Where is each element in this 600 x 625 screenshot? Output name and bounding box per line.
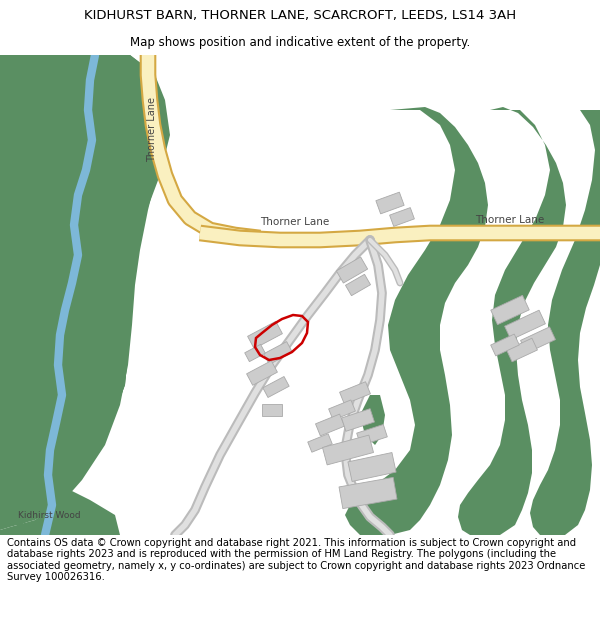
Polygon shape [458, 107, 566, 535]
Polygon shape [521, 327, 556, 353]
Polygon shape [339, 478, 397, 509]
Polygon shape [491, 296, 529, 324]
Polygon shape [345, 107, 488, 535]
Polygon shape [248, 321, 283, 349]
Polygon shape [360, 395, 385, 445]
Polygon shape [0, 445, 120, 535]
Polygon shape [389, 208, 415, 226]
Polygon shape [346, 274, 371, 296]
Text: Thorner Lane: Thorner Lane [475, 215, 545, 225]
Polygon shape [0, 55, 168, 530]
Polygon shape [340, 382, 370, 404]
Polygon shape [322, 435, 374, 465]
Polygon shape [264, 342, 292, 364]
Polygon shape [316, 414, 344, 436]
Text: Contains OS data © Crown copyright and database right 2021. This information is : Contains OS data © Crown copyright and d… [7, 538, 586, 582]
Polygon shape [0, 295, 130, 525]
Polygon shape [491, 334, 520, 356]
Text: KIDHURST BARN, THORNER LANE, SCARCROFT, LEEDS, LS14 3AH: KIDHURST BARN, THORNER LANE, SCARCROFT, … [84, 9, 516, 22]
Polygon shape [245, 344, 265, 362]
Polygon shape [506, 338, 538, 362]
Text: Map shows position and indicative extent of the property.: Map shows position and indicative extent… [130, 36, 470, 49]
Polygon shape [356, 424, 388, 446]
Polygon shape [247, 361, 277, 385]
Text: Thorner Lane: Thorner Lane [147, 98, 157, 162]
Polygon shape [337, 257, 368, 283]
Polygon shape [341, 409, 374, 431]
Polygon shape [329, 400, 355, 420]
Polygon shape [348, 452, 396, 481]
Text: Thorner Lane: Thorner Lane [260, 217, 329, 227]
Polygon shape [505, 310, 545, 340]
Polygon shape [262, 404, 282, 416]
Polygon shape [530, 110, 600, 535]
Text: Kidhirst Wood: Kidhirst Wood [18, 511, 80, 519]
Polygon shape [308, 434, 332, 452]
Polygon shape [376, 192, 404, 214]
Polygon shape [0, 55, 170, 525]
Polygon shape [263, 376, 289, 398]
